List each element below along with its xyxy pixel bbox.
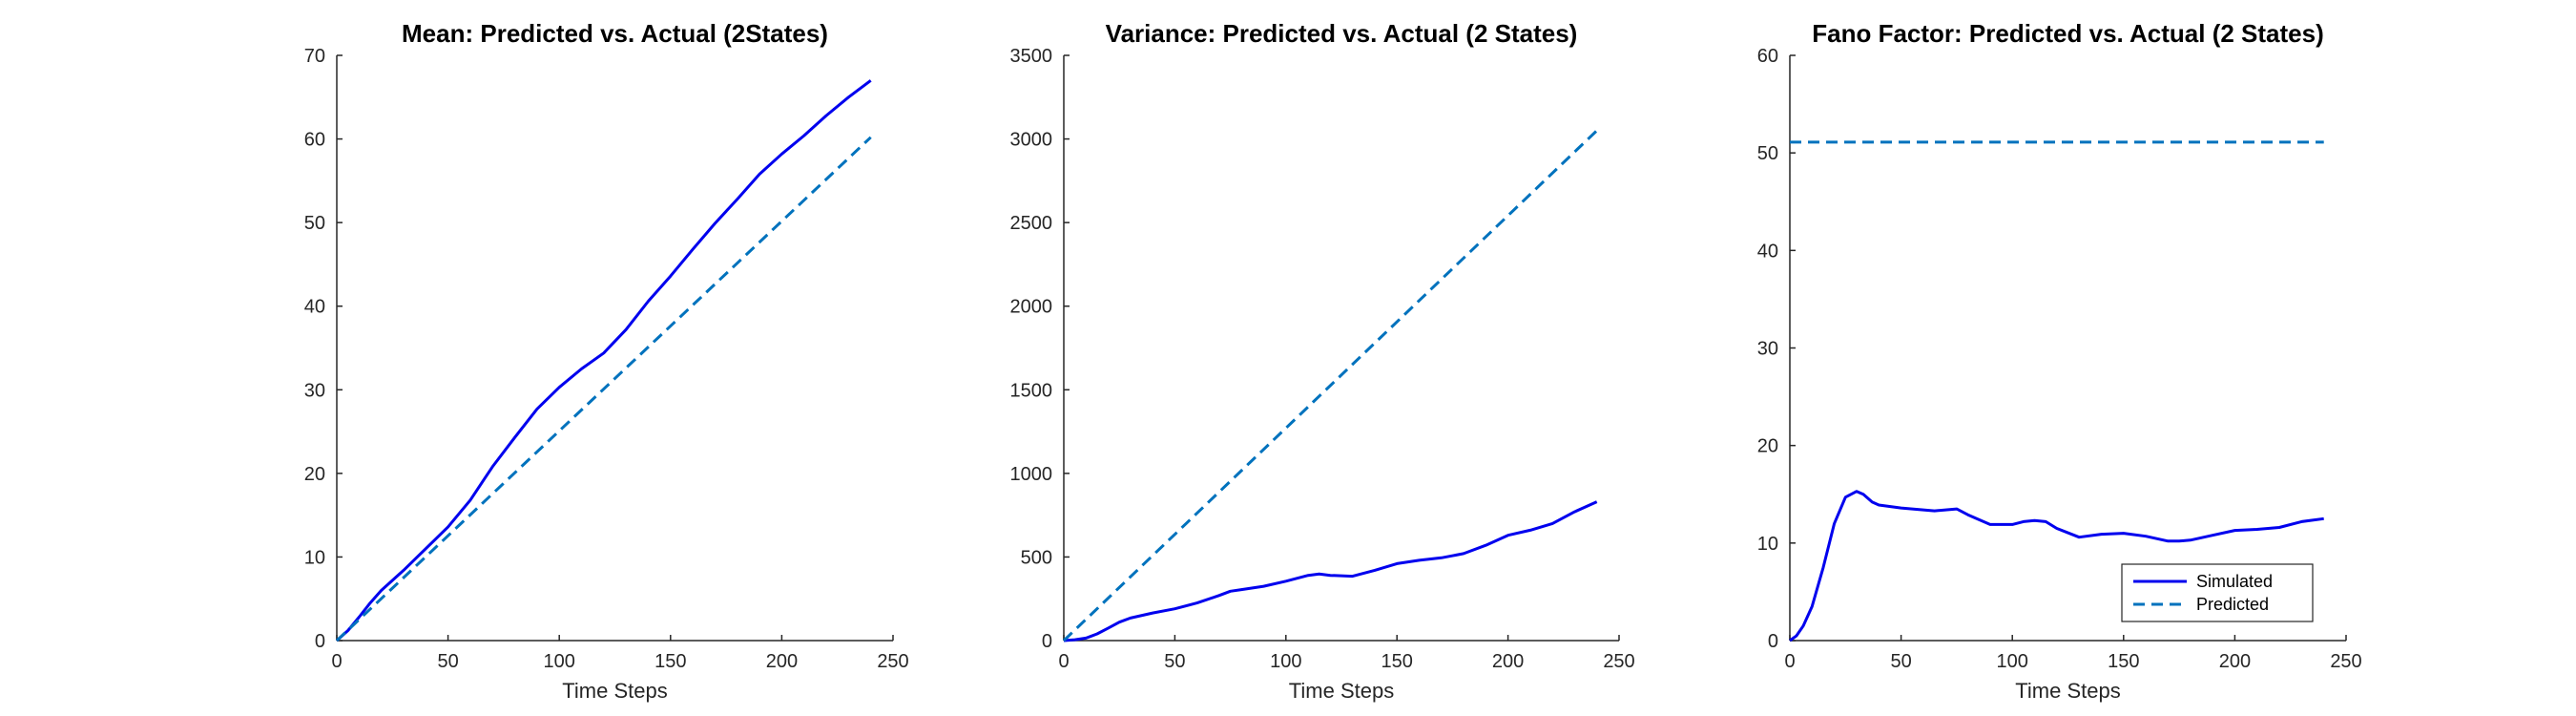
x-tick-label: 100 <box>1270 651 1301 672</box>
x-tick-label: 100 <box>544 651 575 672</box>
x-tick-label: 100 <box>1997 651 2028 672</box>
y-tick-label: 40 <box>304 297 325 318</box>
chart-title: Variance: Predicted vs. Actual (2 States… <box>1106 19 1578 48</box>
y-tick-label: 2500 <box>1010 213 1053 234</box>
y-tick-label: 1500 <box>1010 380 1053 401</box>
variance-panel: 0 50 100 150 200 2500500100015002000250030003… <box>1010 19 1635 703</box>
y-tick-label: 60 <box>304 130 325 151</box>
y-tick-label: 70 <box>304 46 325 67</box>
x-axis-label: Time Steps <box>2015 679 2120 703</box>
y-tick-label: 60 <box>1757 46 1778 67</box>
x-tick-label: 0 <box>331 651 342 672</box>
simulated-series-line <box>1063 500 1598 642</box>
x-axis-label: Time Steps <box>562 679 667 703</box>
legend-label-predicted: Predicted <box>2196 595 2269 614</box>
y-tick-label: 30 <box>304 380 325 401</box>
x-axis-label: Time Steps <box>1289 679 1394 703</box>
x-tick-label: 50 <box>1890 651 1911 672</box>
simulated-series-line <box>1789 490 2324 642</box>
y-tick-label: 50 <box>304 213 325 234</box>
predicted-series-line <box>1062 129 1598 642</box>
fano-factor-panel: 0 50 100 150 200 250 0 10 20 30 40 50 60 Fano Factor:… <box>1757 19 2362 703</box>
legend-label-simulated: Simulated <box>2196 572 2273 591</box>
y-tick-label: 3500 <box>1010 46 1053 67</box>
y-tick-label: 10 <box>1757 534 1778 555</box>
x-tick-label: 150 <box>2108 651 2139 672</box>
x-tick-label: 250 <box>877 651 908 672</box>
legend-box <box>2121 563 2314 622</box>
predicted-series-line <box>335 136 872 642</box>
x-tick-label: 250 <box>2330 651 2361 672</box>
chart-title: Fano Factor: Predicted vs. Actual (2 Sta… <box>1812 19 2324 48</box>
x-tick-label: 0 <box>1784 651 1795 672</box>
y-tick-label: 0 <box>1768 631 1778 652</box>
y-tick-label: 40 <box>1757 241 1778 262</box>
y-tick-label: 50 <box>1757 143 1778 164</box>
y-tick-label: 2000 <box>1010 297 1053 318</box>
x-tick-label: 150 <box>1381 651 1413 672</box>
x-tick-label: 200 <box>1492 651 1524 672</box>
x-tick-label: 200 <box>2219 651 2251 672</box>
y-tick-label: 3000 <box>1010 130 1053 151</box>
y-tick-label: 0 <box>1042 631 1052 652</box>
y-tick-label: 20 <box>1757 436 1778 457</box>
x-tick-label: 50 <box>437 651 458 672</box>
mean-panel: 0 50 100 150 200 250 0 10 20 30 40 50 60 70 Mean: Pred… <box>304 19 909 703</box>
chart-title: Mean: Predicted vs. Actual (2States) <box>402 19 828 48</box>
simulated-series-line <box>335 79 872 642</box>
y-tick-label: 10 <box>304 547 325 568</box>
x-tick-label: 150 <box>654 651 686 672</box>
y-tick-label: 30 <box>1757 339 1778 360</box>
x-tick-label: 50 <box>1164 651 1185 672</box>
y-tick-label: 1000 <box>1010 464 1053 485</box>
y-tick-label: 20 <box>304 464 325 485</box>
y-tick-label: 0 <box>315 631 325 652</box>
x-tick-label: 250 <box>1603 651 1634 672</box>
y-tick-label: 500 <box>1021 547 1052 568</box>
x-tick-label: 0 <box>1058 651 1069 672</box>
x-tick-label: 200 <box>766 651 798 672</box>
